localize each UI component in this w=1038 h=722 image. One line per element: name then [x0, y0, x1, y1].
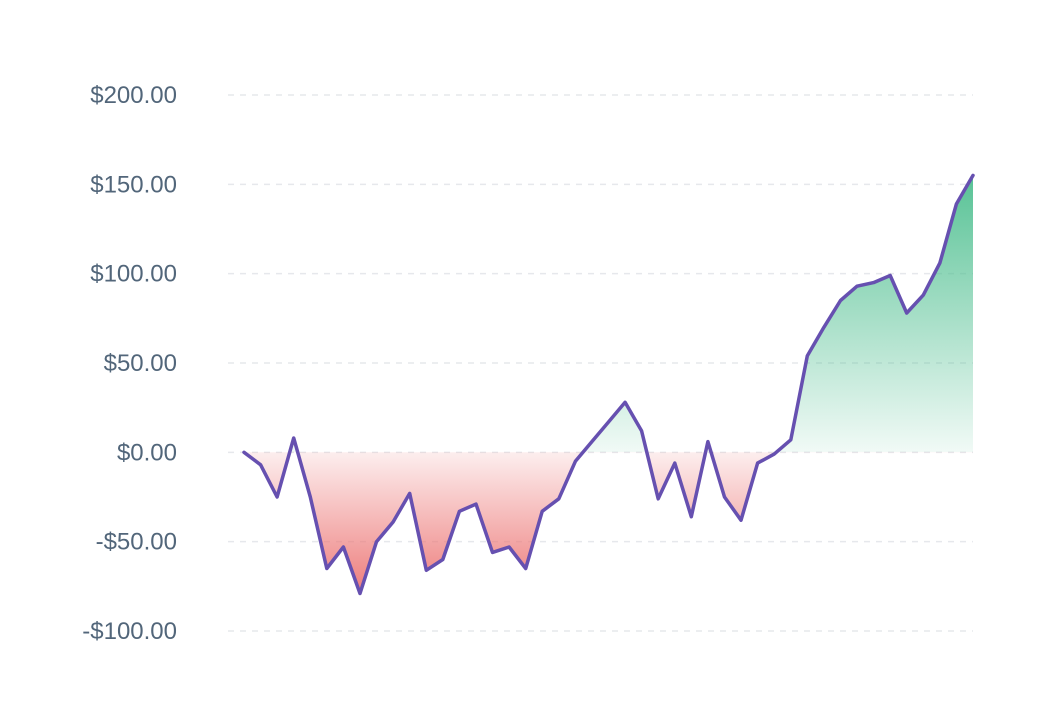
y-tick-label: -$100.00: [82, 618, 177, 645]
y-tick-label: $100.00: [90, 261, 177, 288]
grid-lines: [228, 94, 973, 632]
negative-area-fill: [244, 452, 973, 594]
series-line: [242, 173, 975, 596]
y-tick-label: $50.00: [104, 350, 177, 377]
y-tick-label: -$50.00: [96, 529, 177, 556]
y-axis-labels: $200.00 $150.00 $100.00 $50.00 $0.00 -$50.00 -…: [82, 82, 177, 645]
y-tick-label: $150.00: [90, 171, 177, 198]
y-tick-label: $0.00: [117, 439, 177, 466]
y-tick-label: $200.00: [90, 82, 177, 109]
